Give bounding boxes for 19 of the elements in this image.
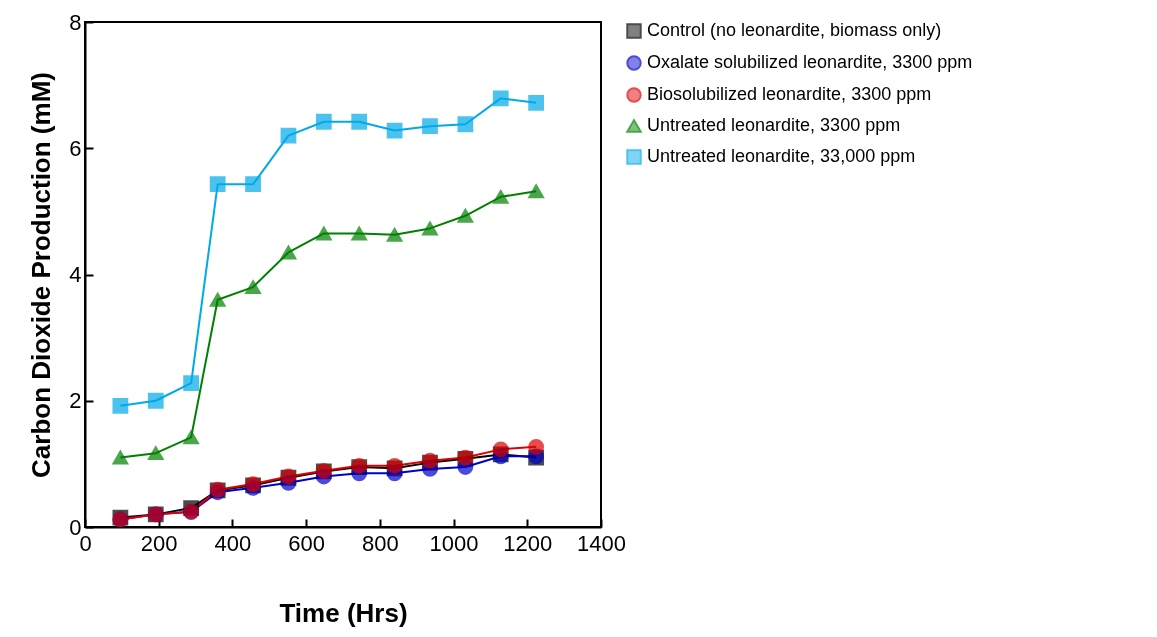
legend-label: Untreated leonardite, 33,000 ppm xyxy=(647,146,916,166)
x-tick-label: 200 xyxy=(140,530,178,556)
y-tick-label: 4 xyxy=(69,262,82,287)
legend-label: Untreated leonardite, 3300 ppm xyxy=(647,115,901,135)
x-tick-label: 1400 xyxy=(577,530,626,556)
y-tick-label: 8 xyxy=(69,9,82,35)
x-tick-label: 600 xyxy=(288,530,325,556)
y-tick-label: 0 xyxy=(69,514,82,540)
y-tick-label: 6 xyxy=(69,135,82,161)
legend-label: Oxalate solubilized leonardite, 3300 ppm xyxy=(647,52,973,72)
x-tick-label: 400 xyxy=(214,530,252,556)
y-axis-title: Carbon Dioxide Production (mM) xyxy=(26,72,57,478)
x-tick-label: 1000 xyxy=(429,530,479,556)
x-axis-title: Time (Hrs) xyxy=(279,597,408,628)
legend-label: Biosolubilized leonardite, 3300 ppm xyxy=(647,84,932,104)
legend-label: Control (no leonardite, biomass only) xyxy=(647,20,942,40)
x-tick-label: 800 xyxy=(362,530,399,556)
y-tick-label: 2 xyxy=(69,388,82,414)
x-tick-label: 1200 xyxy=(503,530,553,556)
